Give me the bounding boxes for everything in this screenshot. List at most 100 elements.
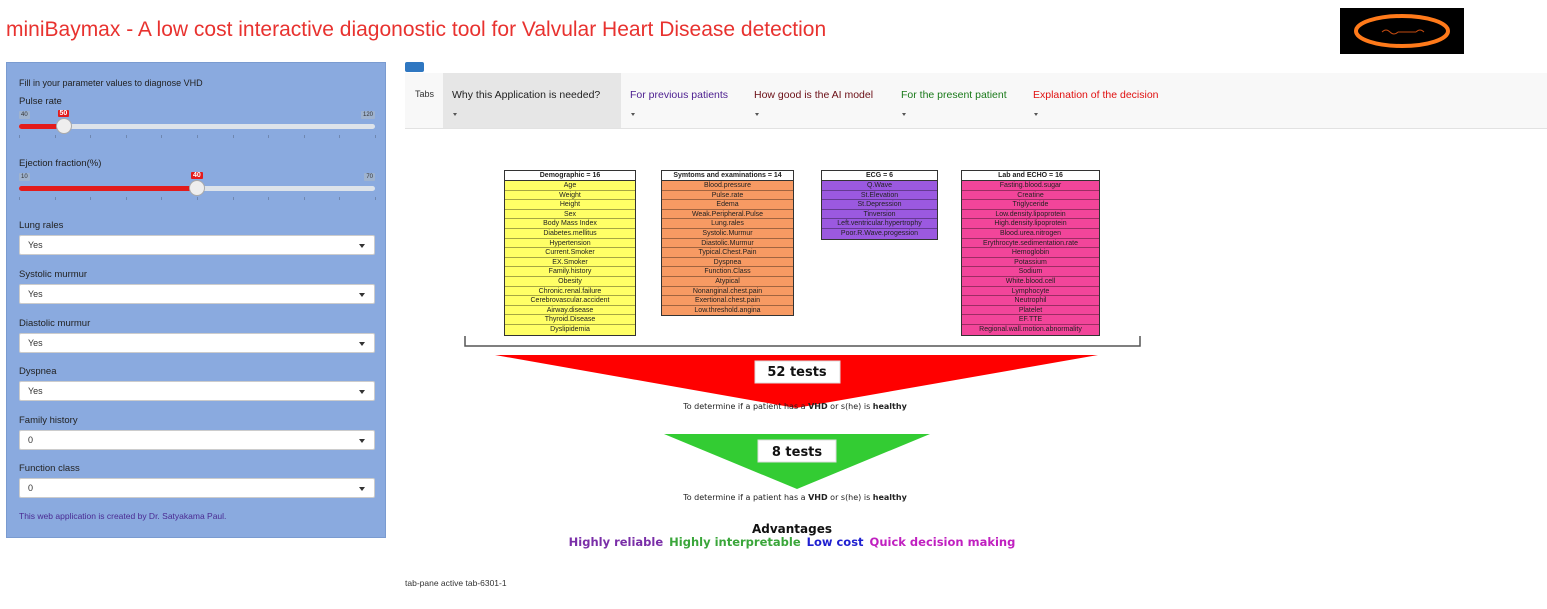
category-table-row: Edema [662, 200, 793, 210]
category-table-header: Lab and ECHO = 16 [962, 171, 1099, 181]
category-table: Lab and ECHO = 16 Fasting.blood.sugar Crea… [961, 170, 1100, 336]
small-tests-label: 8 tests [772, 445, 823, 460]
tab-explanation[interactable]: Explanation of the decision [1024, 73, 1174, 128]
ejection-fraction-slider[interactable]: 10 70 40 [19, 172, 376, 213]
slider-tick [197, 197, 198, 200]
category-table-row: Cerebrovascular.accident [505, 296, 635, 306]
tab-label: Why this Application is needed? [452, 89, 601, 101]
slider-fill [19, 186, 197, 191]
app-logo [1340, 8, 1464, 54]
caret-down-icon [359, 293, 365, 297]
category-table-row: Chronic.renal.failure [505, 287, 635, 297]
function-class-label: Function class [19, 463, 80, 474]
category-table-header: Symtoms and examinations = 14 [662, 171, 793, 181]
category-table-row: St.Elevation [822, 191, 937, 201]
slider-tick [268, 135, 270, 138]
select-value: Yes [28, 338, 43, 348]
caption-small: To determine if a patient has a VHD or s… [682, 493, 907, 502]
slider-min-label: 40 [19, 111, 30, 119]
category-table-header: ECG = 6 [822, 171, 937, 181]
advantages-title: Advantages [752, 522, 832, 536]
category-table-row: Creatine [962, 191, 1099, 201]
family-history-select[interactable]: 0 [19, 430, 375, 450]
slider-tick [125, 135, 127, 138]
bracket-shape [464, 336, 1141, 347]
systolic-murmur-select[interactable]: Yes [19, 284, 375, 304]
caret-down-icon [359, 390, 365, 394]
lung-rales-select[interactable]: Yes [19, 235, 375, 255]
tab-present-patient[interactable]: For the present patient [892, 73, 1024, 128]
pulse-rate-slider[interactable]: 40 120 50 [19, 110, 376, 151]
category-table-row: Function.Class [662, 267, 793, 277]
page-title: miniBaymax - A low cost interactive diag… [6, 18, 827, 41]
pulse-rate-label: Pulse rate [19, 96, 62, 107]
caret-down-icon [902, 113, 906, 116]
slider-tick [232, 197, 234, 200]
slider-max-label: 70 [364, 173, 375, 181]
category-table-row: Sex [505, 210, 635, 220]
caret-down-icon [631, 113, 635, 116]
dyspnea-select[interactable]: Yes [19, 381, 375, 401]
category-table-row: Current.Smoker [505, 248, 635, 258]
sidebar-panel: Fill in your parameter values to diagnos… [6, 62, 386, 538]
slider-tick [375, 197, 376, 200]
slider-handle[interactable] [189, 180, 205, 196]
category-table-row: Lung.rales [662, 219, 793, 229]
tab-previous-patients[interactable]: For previous patients [621, 73, 745, 128]
tab-why-application[interactable]: Why this Application is needed? [443, 73, 621, 128]
category-table-row: White.blood.cell [962, 277, 1099, 287]
function-class-select[interactable]: 0 [19, 478, 375, 498]
slider-tick [54, 135, 56, 138]
category-table-row: Airway.disease [505, 306, 635, 316]
feature-infographic: 52 tests To determine if a patient has a… [460, 168, 1160, 558]
author-credit: This web application is created by Dr. S… [19, 511, 227, 521]
tab-label: For the present patient [901, 89, 1007, 101]
caret-down-icon [359, 487, 365, 491]
select-value: Yes [28, 289, 43, 299]
category-table-row: Low.threshold.angina [694, 306, 761, 314]
slider-tick [19, 135, 20, 138]
slider-handle[interactable] [55, 118, 72, 134]
category-table-row: EX.Smoker [505, 258, 635, 268]
category-table-row: St.Depression [822, 200, 937, 210]
slider-min-label: 10 [19, 173, 30, 181]
advantages-list: Highly reliable Highly interpretable Low c… [569, 535, 1016, 549]
category-table-row: Blood.pressure [662, 181, 793, 191]
tab-ai-model[interactable]: How good is the AI model [745, 73, 892, 128]
category-table-row: Atypical [662, 277, 793, 287]
category-table-row: Age [505, 181, 635, 191]
slider-max-label: 120 [360, 111, 375, 119]
big-tests-label: 52 tests [767, 365, 827, 380]
slider-value-label: 50 [57, 110, 70, 117]
lung-rales-label: Lung rales [19, 220, 64, 231]
category-table-row: Fasting.blood.sugar [962, 181, 1099, 191]
category-table-row: EF.TTE [962, 315, 1099, 325]
category-table-row: High.density.lipoprotein [962, 219, 1099, 229]
category-table-row: Triglyceride [962, 200, 1099, 210]
select-value: Yes [28, 386, 43, 396]
tab-pane-note: tab-pane active tab-6301-1 [405, 578, 507, 588]
category-table-row: Dyspnea [662, 258, 793, 268]
caret-down-icon [359, 439, 365, 443]
category-table-row: Diabetes.mellitus [505, 229, 635, 239]
category-table-row: Family.history [505, 267, 635, 277]
category-table-row: Platelet [962, 306, 1099, 316]
category-table-header: Demographic = 16 [505, 171, 635, 181]
slider-tick [303, 135, 305, 138]
category-table-row: Thyroid.Disease [505, 315, 635, 325]
small-label-box [757, 439, 837, 463]
category-table-row: Typical.Chest.Pain [662, 248, 793, 258]
caption-big: To determine if a patient has a VHD or s… [682, 402, 907, 411]
slider-track[interactable] [19, 124, 375, 129]
slider-tick [90, 135, 92, 138]
category-table-row: Height [505, 200, 635, 210]
category-table-row: Blood.urea.nitrogen [962, 229, 1099, 239]
dyspnea-label: Dyspnea [19, 366, 57, 377]
diastolic-murmur-select[interactable]: Yes [19, 333, 375, 353]
slider-tick [19, 197, 20, 200]
category-table-row: Left.ventricular.hypertrophy [822, 219, 937, 229]
slider-tick [54, 197, 56, 200]
collapse-button[interactable] [405, 62, 424, 72]
category-table-row: Weak.Peripheral.Pulse [662, 210, 793, 220]
slider-fill [19, 124, 64, 129]
